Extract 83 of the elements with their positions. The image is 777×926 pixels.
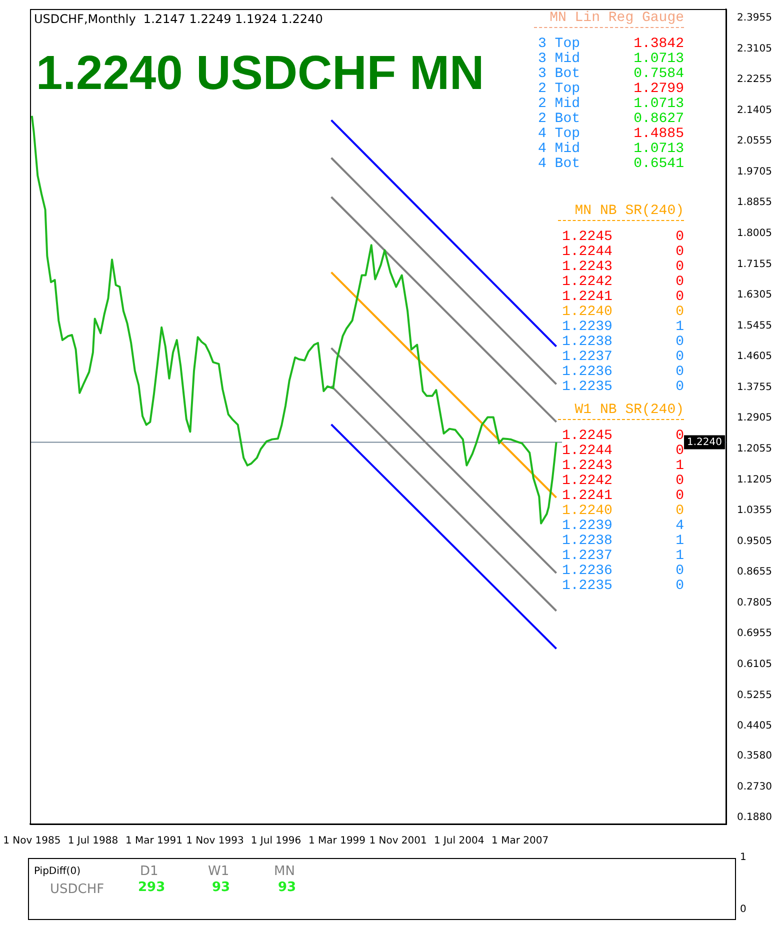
y-tick-label: 1.8855 [737, 197, 772, 208]
text: MN [274, 864, 295, 879]
text: 1.2236 0 [562, 563, 684, 579]
text: 2 Bot 0.8627 [538, 111, 684, 127]
y-tick-label: 2.2255 [737, 74, 772, 86]
x-tick-label: 1 Mar 1999 [308, 836, 366, 847]
text: 1.2238 0 [562, 334, 684, 350]
y-tick-label: 1.4605 [737, 351, 772, 362]
y-tick-label: 0.3580 [737, 750, 772, 762]
y-tick-label: 1.5455 [737, 320, 772, 332]
text: USDCHF [50, 882, 104, 897]
text: 1.2238 1 [562, 533, 684, 549]
text: D1 [140, 864, 158, 879]
text: 2 Top 1.2799 [538, 81, 684, 97]
y-tick-label: 1.8005 [737, 228, 772, 239]
text: 1.2241 0 [562, 289, 684, 305]
text: 93 [278, 880, 296, 895]
y-tick-label: 2.3955 [737, 12, 772, 24]
y-tick-label: 0.1880 [737, 812, 772, 824]
x-tick-label: 1 Mar 2007 [492, 836, 549, 847]
text: 1.2243 0 [562, 259, 684, 275]
annotation: MN NB SR(240) [558, 203, 684, 221]
text: 1 [740, 852, 746, 863]
y-tick-label: 0.5255 [737, 690, 772, 701]
y-tick-label: 2.0555 [737, 136, 772, 147]
text: 0 [740, 904, 746, 915]
annotation: MN Lin Reg Gauge [534, 10, 684, 28]
y-tick-label: 1.2905 [737, 412, 772, 424]
x-tick-label: 1 Nov 2001 [369, 836, 427, 847]
x-tick-label: 1 Jul 2004 [434, 836, 484, 847]
text: 1.2237 1 [562, 548, 684, 564]
y-tick-label: 0.6955 [737, 628, 772, 640]
text: 1.2244 0 [562, 443, 684, 459]
text: 2 Mid 1.0713 [538, 96, 684, 112]
text: 1.2241 0 [562, 488, 684, 504]
text: 1.2240 USDCHF MN [36, 46, 484, 101]
y-tick-label: 0.2730 [737, 781, 772, 792]
annotation: W1 NB SR(240) [558, 402, 684, 420]
y-tick-label: 2.1405 [737, 104, 772, 116]
x-tick-label: 1 Nov 1985 [3, 836, 61, 847]
text: 293 [138, 880, 166, 895]
x-tick-label: 1 Jul 1988 [68, 836, 118, 847]
text: 1.2240 0 [562, 503, 684, 519]
text: PipDiff(0) [34, 866, 80, 877]
y-tick-label: 0.4405 [737, 720, 772, 732]
ref-line-label: 1.2240 [687, 436, 722, 448]
y-tick-label: 1.0355 [737, 505, 772, 516]
y-tick-label: 0.9505 [737, 536, 772, 547]
text: 1.2235 0 [562, 578, 684, 594]
y-tick-label: 1.3755 [737, 382, 772, 393]
y-tick-label: 0.7805 [737, 597, 772, 608]
text: 1.2240 0 [562, 304, 684, 320]
text: 1.2239 4 [562, 518, 684, 534]
text: 1.2245 0 [562, 229, 684, 245]
text: 1.2242 0 [562, 473, 684, 489]
x-tick-label: 1 Mar 1991 [125, 836, 182, 847]
text: 4 Top 1.4885 [538, 126, 684, 142]
text: 1.2244 0 [562, 244, 684, 260]
y-tick-label: 1.9705 [737, 166, 772, 178]
x-tick-label: 1 Jul 1996 [250, 836, 302, 847]
y-tick-label: 2.3105 [737, 43, 772, 54]
y-tick-label: 0.8655 [737, 566, 772, 578]
text: 4 Bot 0.6541 [538, 156, 684, 172]
x-tick-label: 1 Nov 1993 [186, 836, 244, 847]
text: 1.2242 0 [562, 274, 684, 290]
text: W1 [208, 864, 230, 879]
text: 3 Bot 0.7584 [538, 66, 684, 82]
text: 1.2236 0 [562, 364, 684, 380]
text: 93 [212, 880, 230, 895]
text: 4 Mid 1.0713 [538, 141, 684, 157]
y-tick-label: 1.7155 [737, 258, 772, 270]
text: 3 Mid 1.0713 [538, 51, 684, 67]
text: 1.2237 0 [562, 349, 684, 365]
y-tick-label: 1.6305 [737, 290, 772, 301]
chart-subtitle: USDCHF,Monthly 1.2147 1.2249 1.1924 1.2240 [34, 12, 323, 26]
text: 3 Top 1.3842 [538, 36, 684, 52]
y-tick-label: 1.1205 [737, 474, 772, 486]
text: 1.2235 0 [562, 379, 684, 395]
text: 1.2239 1 [562, 319, 684, 335]
y-tick-label: 0.6105 [737, 659, 772, 670]
text: 1.2245 0 [562, 428, 684, 444]
y-tick-label: 1.2055 [737, 444, 772, 455]
text: 1.2243 1 [562, 458, 684, 474]
